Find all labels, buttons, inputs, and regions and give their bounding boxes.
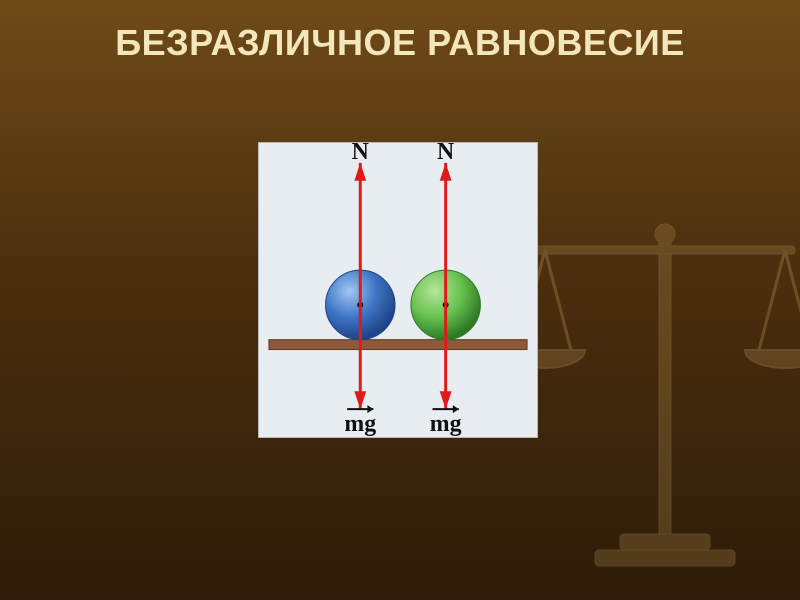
diagram-svg: Nmg Nmg [259,143,537,437]
svg-text:mg: mg [344,411,376,437]
svg-text:N: N [437,143,454,165]
slide-title: БЕЗРАЗЛИЧНОЕ РАВНОВЕСИЕ [0,22,800,64]
slide: БЕЗРАЗЛИЧНОЕ РАВНОВЕСИЕ Nmg Nmg [0,0,800,600]
physics-diagram: Nmg Nmg [258,142,538,438]
balance-scale-watermark [520,200,800,600]
svg-text:N: N [352,143,369,165]
svg-text:mg: mg [430,411,462,437]
